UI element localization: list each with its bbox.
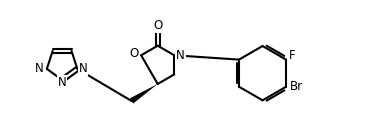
Text: N: N (79, 62, 88, 75)
Text: N: N (34, 62, 43, 75)
Text: N: N (176, 49, 185, 62)
Text: O: O (129, 47, 139, 60)
Polygon shape (130, 84, 158, 103)
Text: Br: Br (290, 80, 303, 93)
Text: N: N (58, 76, 67, 89)
Text: O: O (153, 19, 162, 32)
Text: F: F (288, 49, 295, 62)
